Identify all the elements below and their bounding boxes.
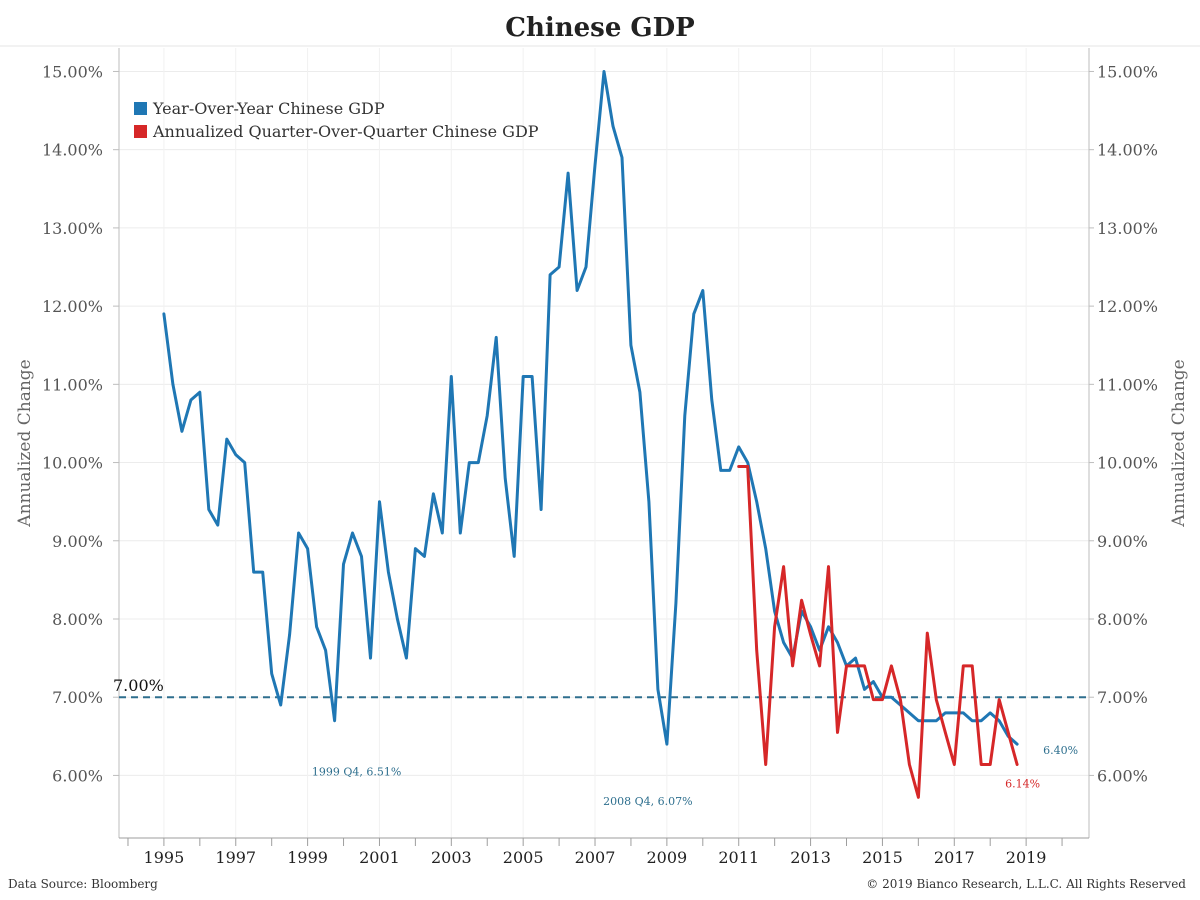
y-ticks-left: 6.00% 7.00% 8.00% 9.00% 10.00% 11.00% 12.00% 13… [42, 62, 119, 785]
x-tick-label: 1997 [215, 848, 256, 867]
y-tick-label-right: 11.00% [1097, 375, 1158, 394]
legend-swatch-yoy [134, 102, 147, 115]
annotations: 1999 Q4, 6.51% 2008 Q4, 6.07% 6.40% 6.14% [312, 744, 1078, 808]
x-tick-label: 2017 [934, 848, 975, 867]
legend-label-yoy: Year-Over-Year Chinese GDP [152, 99, 385, 118]
series-layer [162, 70, 1019, 799]
x-tick-label: 2005 [503, 848, 544, 867]
x-tick-label: 1995 [144, 848, 185, 867]
legend-label-qoq: Annualized Quarter-Over-Quarter Chinese … [152, 122, 539, 141]
annotation-label: 6.40% [1043, 744, 1078, 757]
annotation-label: 6.14% [1005, 777, 1040, 790]
series-line-yoy [162, 70, 1019, 746]
annotation-label: 1999 Q4, 6.51% [312, 766, 401, 779]
y-tick-label-right: 12.00% [1097, 297, 1158, 316]
y-tick-label-left: 9.00% [52, 532, 103, 551]
y-tick-label-right: 6.00% [1097, 766, 1148, 785]
x-tick-label: 1999 [287, 848, 328, 867]
y-tick-label-right: 8.00% [1097, 610, 1148, 629]
y-tick-label-left: 11.00% [42, 375, 103, 394]
y-tick-label-left: 15.00% [42, 62, 103, 81]
reference-line-label: 7.00% [113, 676, 164, 695]
x-tick-label: 2007 [575, 848, 616, 867]
y-tick-label-right: 14.00% [1097, 141, 1158, 160]
y-tick-label-left: 6.00% [52, 766, 103, 785]
y-tick-label-right: 9.00% [1097, 532, 1148, 551]
y-tick-label-right: 15.00% [1097, 62, 1158, 81]
x-tick-label: 2013 [790, 848, 831, 867]
y-ticks-right: 6.00% 7.00% 8.00% 9.00% 10.00% 11.00% 12.00% 13… [1089, 62, 1158, 785]
y-tick-label-left: 14.00% [42, 141, 103, 160]
y-axis-label-right: Annualized Change [1169, 359, 1189, 527]
x-ticks: 1995 1997 1999 2001 2003 2005 2007 2009 2011 2013… [127, 838, 1063, 867]
y-tick-label-left: 13.00% [42, 219, 103, 238]
annotation-label: 2008 Q4, 6.07% [603, 795, 692, 808]
x-tick-label: 2003 [431, 848, 472, 867]
x-tick-label: 2011 [718, 848, 759, 867]
data-source: Data Source: Bloomberg [8, 877, 158, 891]
copyright: © 2019 Bianco Research, L.L.C. All Right… [866, 877, 1186, 891]
y-tick-label-left: 10.00% [42, 454, 103, 473]
legend: Year-Over-Year Chinese GDP Annualized Qu… [134, 99, 539, 141]
y-axis-label-left: Annualized Change [15, 359, 35, 527]
y-tick-label-right: 10.00% [1097, 454, 1158, 473]
series-line-qoq [737, 465, 1019, 799]
legend-swatch-qoq [134, 125, 147, 138]
x-tick-label: 2001 [359, 848, 400, 867]
y-tick-label-left: 7.00% [52, 688, 103, 707]
y-tick-label-right: 13.00% [1097, 219, 1158, 238]
x-tick-label: 2009 [647, 848, 688, 867]
x-tick-label: 2019 [1006, 848, 1047, 867]
y-tick-label-left: 8.00% [52, 610, 103, 629]
y-tick-label-left: 12.00% [42, 297, 103, 316]
x-tick-label: 2015 [862, 848, 903, 867]
y-tick-label-right: 7.00% [1097, 688, 1148, 707]
chart-title: Chinese GDP [505, 13, 694, 43]
